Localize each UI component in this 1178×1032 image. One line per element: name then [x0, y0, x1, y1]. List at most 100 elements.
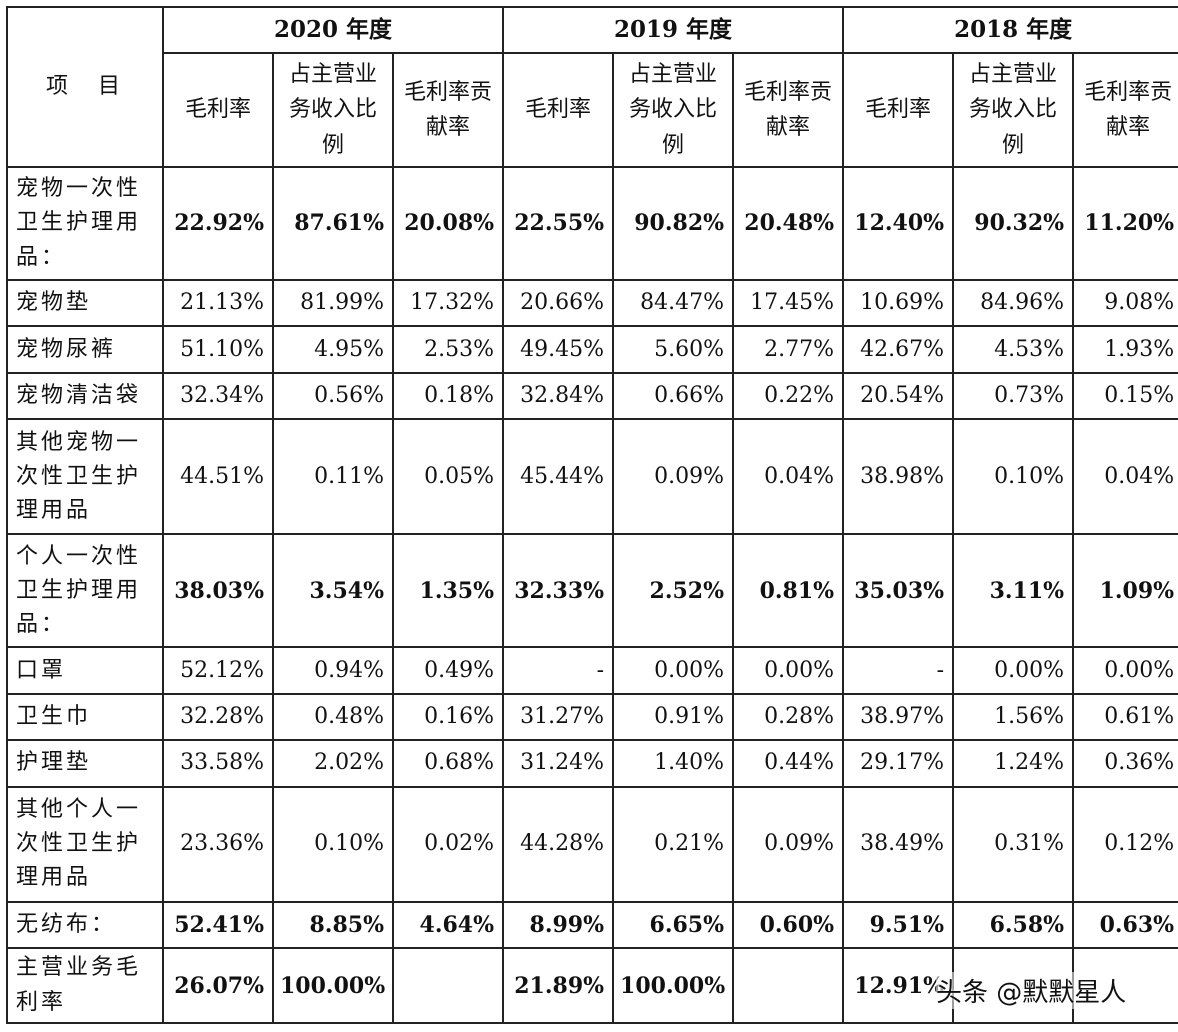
row-label: 口罩: [7, 647, 163, 693]
value-cell: 0.02%: [393, 787, 503, 902]
value-cell: 0.00%: [1073, 647, 1178, 693]
value-cell: 0.56%: [273, 373, 393, 419]
table-row: 宠物一次性卫生护理用品：22.92%87.61%20.08%22.55%90.8…: [7, 167, 1178, 280]
table-row: 宠物尿裤51.10%4.95%2.53%49.45%5.60%2.77%42.6…: [7, 326, 1178, 372]
item-header: 项 目: [7, 7, 163, 167]
row-label: 个人一次性卫生护理用品：: [7, 534, 163, 647]
table-row: 无纺布：52.41%8.85%4.64%8.99%6.65%0.60%9.51%…: [7, 902, 1178, 948]
margin-contribution-header: 毛利率贡献率: [1073, 53, 1178, 167]
value-cell: 33.58%: [163, 740, 273, 786]
value-cell: 20.54%: [843, 373, 953, 419]
table-row: 卫生巾32.28%0.48%0.16%31.27%0.91%0.28%38.97…: [7, 694, 1178, 740]
year-header-2018: 2018 年度: [843, 7, 1178, 53]
row-label: 主营业务毛利率: [7, 948, 163, 1023]
value-cell: [393, 948, 503, 1023]
row-label: 其他个人一次性卫生护理用品: [7, 787, 163, 902]
value-cell: 20.48%: [733, 167, 843, 280]
revenue-share-header: 占主营业务收入比例: [953, 53, 1073, 167]
value-cell: 29.17%: [843, 740, 953, 786]
value-cell: 0.31%: [953, 787, 1073, 902]
value-cell: 31.27%: [503, 694, 613, 740]
gross-margin-header: 毛利率: [163, 53, 273, 167]
value-cell: 0.00%: [733, 647, 843, 693]
value-cell: 2.52%: [613, 534, 733, 647]
table-row: 宠物垫21.13%81.99%17.32%20.66%84.47%17.45%1…: [7, 280, 1178, 326]
value-cell: 0.09%: [613, 419, 733, 534]
year-header-2020: 2020 年度: [163, 7, 503, 53]
value-cell: 38.03%: [163, 534, 273, 647]
value-cell: 31.24%: [503, 740, 613, 786]
row-label: 宠物尿裤: [7, 326, 163, 372]
value-cell: 0.73%: [953, 373, 1073, 419]
value-cell: 6.65%: [613, 902, 733, 948]
table-row: 其他个人一次性卫生护理用品23.36%0.10%0.02%44.28%0.21%…: [7, 787, 1178, 902]
value-cell: 2.53%: [393, 326, 503, 372]
value-cell: 0.04%: [733, 419, 843, 534]
value-cell: 52.12%: [163, 647, 273, 693]
revenue-share-header: 占主营业务收入比例: [273, 53, 393, 167]
value-cell: 0.44%: [733, 740, 843, 786]
value-cell: 10.69%: [843, 280, 953, 326]
subheader-row: 毛利率占主营业务收入比例毛利率贡献率毛利率占主营业务收入比例毛利率贡献率毛利率占…: [7, 53, 1178, 167]
value-cell: 4.53%: [953, 326, 1073, 372]
value-cell: 0.10%: [953, 419, 1073, 534]
value-cell: 84.47%: [613, 280, 733, 326]
table-row: 护理垫33.58%2.02%0.68%31.24%1.40%0.44%29.17…: [7, 740, 1178, 786]
value-cell: 32.34%: [163, 373, 273, 419]
value-cell: -: [843, 647, 953, 693]
value-cell: 38.97%: [843, 694, 953, 740]
year-header-2019: 2019 年度: [503, 7, 843, 53]
value-cell: 84.96%: [953, 280, 1073, 326]
value-cell: 0.66%: [613, 373, 733, 419]
value-cell: 0.21%: [613, 787, 733, 902]
table-row: 口罩52.12%0.94%0.49%-0.00%0.00%-0.00%0.00%: [7, 647, 1178, 693]
value-cell: 32.33%: [503, 534, 613, 647]
row-label: 宠物垫: [7, 280, 163, 326]
value-cell: -: [503, 647, 613, 693]
value-cell: 1.24%: [953, 740, 1073, 786]
value-cell: 0.22%: [733, 373, 843, 419]
value-cell: 17.45%: [733, 280, 843, 326]
row-label: 护理垫: [7, 740, 163, 786]
row-label: 宠物清洁袋: [7, 373, 163, 419]
table-row: 个人一次性卫生护理用品：38.03%3.54%1.35%32.33%2.52%0…: [7, 534, 1178, 647]
table-row: 宠物清洁袋32.34%0.56%0.18%32.84%0.66%0.22%20.…: [7, 373, 1178, 419]
watermark: 头条 @默默星人: [936, 972, 1126, 1009]
value-cell: 8.85%: [273, 902, 393, 948]
value-cell: 17.32%: [393, 280, 503, 326]
value-cell: 81.99%: [273, 280, 393, 326]
margin-contribution-header: 毛利率贡献率: [733, 53, 843, 167]
value-cell: 44.51%: [163, 419, 273, 534]
value-cell: 6.58%: [953, 902, 1073, 948]
value-cell: 22.92%: [163, 167, 273, 280]
value-cell: 51.10%: [163, 326, 273, 372]
value-cell: 32.28%: [163, 694, 273, 740]
gross-margin-header: 毛利率: [503, 53, 613, 167]
value-cell: 21.89%: [503, 948, 613, 1023]
value-cell: 1.09%: [1073, 534, 1178, 647]
value-cell: 0.18%: [393, 373, 503, 419]
value-cell: 0.61%: [1073, 694, 1178, 740]
gross-margin-table: 项 目 2020 年度 2019 年度 2018 年度 毛利率占主营业务收入比例…: [6, 6, 1178, 1024]
value-cell: 0.05%: [393, 419, 503, 534]
value-cell: 1.35%: [393, 534, 503, 647]
value-cell: 45.44%: [503, 419, 613, 534]
value-cell: 3.11%: [953, 534, 1073, 647]
value-cell: 0.28%: [733, 694, 843, 740]
value-cell: 32.84%: [503, 373, 613, 419]
value-cell: 0.60%: [733, 902, 843, 948]
value-cell: 38.49%: [843, 787, 953, 902]
row-label: 宠物一次性卫生护理用品：: [7, 167, 163, 280]
value-cell: 1.40%: [613, 740, 733, 786]
value-cell: 20.66%: [503, 280, 613, 326]
value-cell: 44.28%: [503, 787, 613, 902]
value-cell: 22.55%: [503, 167, 613, 280]
value-cell: 8.99%: [503, 902, 613, 948]
value-cell: 4.64%: [393, 902, 503, 948]
value-cell: 0.15%: [1073, 373, 1178, 419]
value-cell: 0.04%: [1073, 419, 1178, 534]
value-cell: 9.51%: [843, 902, 953, 948]
value-cell: 0.94%: [273, 647, 393, 693]
gross-margin-header: 毛利率: [843, 53, 953, 167]
value-cell: 0.91%: [613, 694, 733, 740]
